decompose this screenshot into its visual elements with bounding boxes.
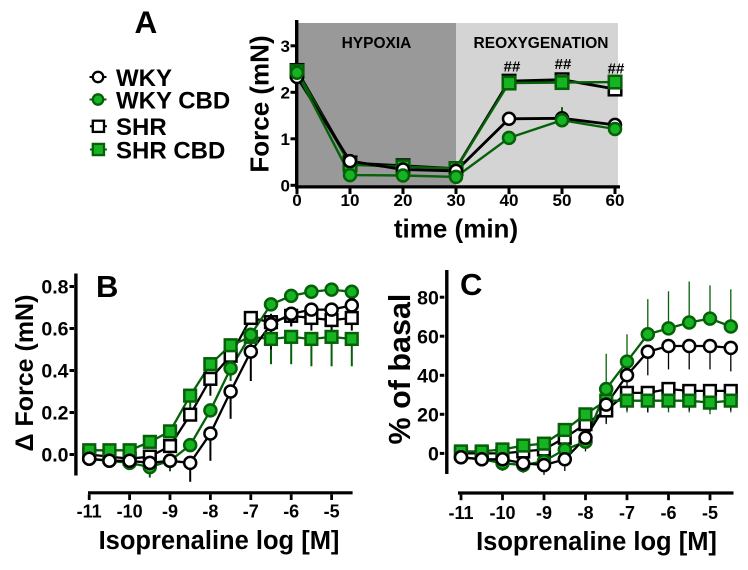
svg-text:30: 30 bbox=[447, 191, 466, 210]
svg-text:##: ## bbox=[555, 56, 572, 73]
svg-text:-7: -7 bbox=[619, 503, 635, 523]
svg-text:B: B bbox=[96, 269, 118, 304]
svg-text:40: 40 bbox=[417, 365, 439, 387]
svg-text:-8: -8 bbox=[202, 502, 218, 522]
svg-text:Isoprenaline log [M]: Isoprenaline log [M] bbox=[99, 527, 340, 555]
svg-text:20: 20 bbox=[394, 191, 413, 210]
svg-text:-9: -9 bbox=[162, 502, 178, 522]
svg-text:SHR: SHR bbox=[116, 114, 167, 141]
svg-text:0: 0 bbox=[292, 191, 301, 210]
svg-text:WKY: WKY bbox=[116, 65, 172, 92]
svg-text:-7: -7 bbox=[243, 502, 259, 522]
svg-text:Isoprenaline log [M]: Isoprenaline log [M] bbox=[476, 528, 717, 556]
svg-text:##: ## bbox=[504, 59, 521, 76]
svg-text:Δ Force (mN): Δ Force (mN) bbox=[11, 295, 39, 452]
svg-text:-8: -8 bbox=[577, 503, 593, 523]
svg-text:A: A bbox=[135, 4, 158, 40]
svg-text:0.4: 0.4 bbox=[41, 361, 68, 383]
svg-text:##: ## bbox=[608, 61, 625, 78]
svg-text:3: 3 bbox=[281, 37, 290, 56]
svg-text:10: 10 bbox=[341, 191, 360, 210]
svg-text:80: 80 bbox=[417, 287, 439, 309]
svg-text:-5: -5 bbox=[702, 503, 718, 523]
svg-text:0.2: 0.2 bbox=[41, 403, 68, 425]
svg-text:-6: -6 bbox=[660, 503, 676, 523]
svg-text:2: 2 bbox=[281, 84, 290, 103]
svg-text:-5: -5 bbox=[324, 502, 340, 522]
svg-text:60: 60 bbox=[417, 326, 439, 348]
svg-text:SHR CBD: SHR CBD bbox=[116, 137, 225, 164]
svg-text:HYPOXIA: HYPOXIA bbox=[342, 35, 412, 52]
svg-text:-9: -9 bbox=[536, 503, 552, 523]
svg-text:1: 1 bbox=[281, 130, 290, 149]
svg-text:-11: -11 bbox=[77, 502, 102, 522]
svg-text:-11: -11 bbox=[448, 503, 473, 523]
svg-text:WKY CBD: WKY CBD bbox=[116, 87, 230, 114]
svg-text:0.6: 0.6 bbox=[41, 319, 68, 341]
svg-text:REOXYGENATION: REOXYGENATION bbox=[474, 35, 609, 52]
svg-text:0: 0 bbox=[428, 444, 439, 466]
svg-text:Force (mN): Force (mN) bbox=[245, 35, 275, 172]
svg-text:0: 0 bbox=[281, 177, 290, 196]
svg-text:60: 60 bbox=[606, 191, 625, 210]
svg-text:C: C bbox=[460, 267, 482, 302]
svg-text:% of basal: % of basal bbox=[383, 294, 417, 445]
svg-text:40: 40 bbox=[500, 191, 519, 210]
svg-text:-10: -10 bbox=[489, 503, 515, 523]
svg-text:50: 50 bbox=[553, 191, 572, 210]
svg-text:time (min): time (min) bbox=[394, 214, 518, 244]
svg-text:0.8: 0.8 bbox=[41, 277, 68, 299]
svg-text:20: 20 bbox=[417, 404, 439, 426]
svg-text:-6: -6 bbox=[283, 502, 299, 522]
svg-text:0.0: 0.0 bbox=[41, 445, 68, 467]
svg-text:-10: -10 bbox=[117, 502, 143, 522]
